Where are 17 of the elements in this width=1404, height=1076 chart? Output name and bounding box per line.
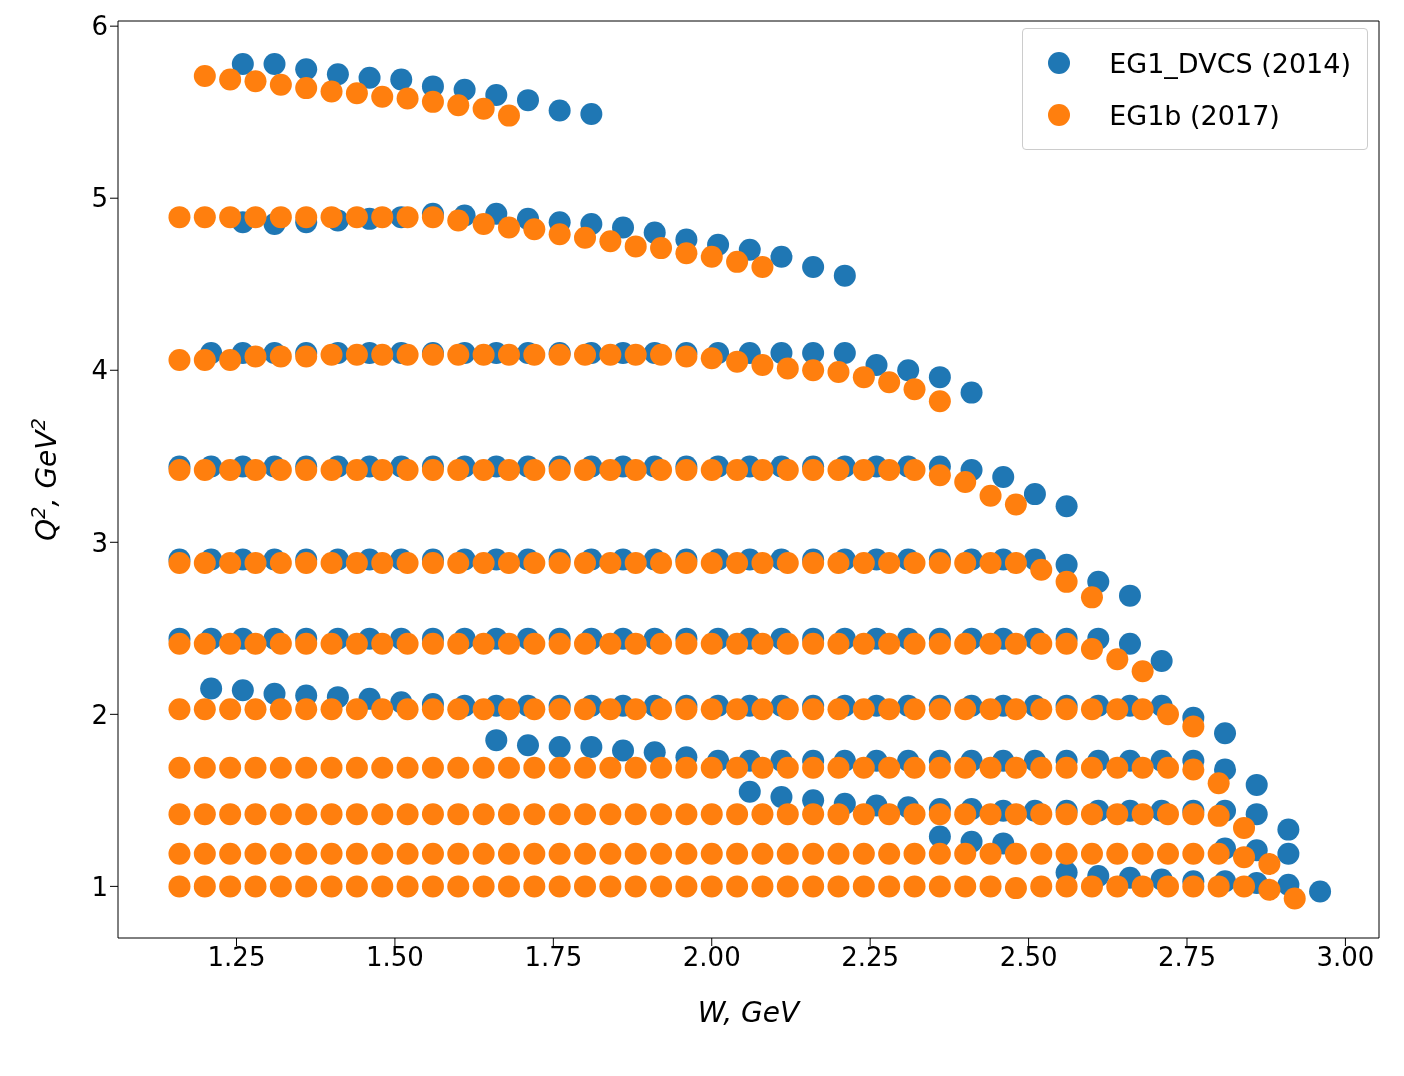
y-tick-label: 3: [91, 527, 108, 558]
y-tick-label: 6: [91, 11, 108, 42]
x-axis-title: W, GeV: [697, 996, 801, 1029]
x-tick-label: 2.50: [999, 942, 1058, 973]
x-tick-label: 1.25: [207, 942, 266, 973]
y-tick-label: 1: [91, 871, 108, 902]
x-tick-label: 1.75: [524, 942, 583, 973]
legend-label: EG1_DVCS (2014): [1109, 47, 1351, 79]
y-tick-label: 5: [91, 183, 108, 214]
x-tick-label: 2.75: [1158, 942, 1216, 973]
legend-label: EG1b (2017): [1109, 99, 1280, 131]
x-tick-label: 3.00: [1316, 942, 1375, 973]
x-tick-label: 1.50: [365, 942, 424, 973]
x-tick-label: 2.25: [841, 942, 900, 973]
y-tick-label: 4: [91, 355, 108, 386]
y-tick-label: 2: [91, 699, 108, 730]
x-tick-label: 2.00: [682, 942, 741, 973]
